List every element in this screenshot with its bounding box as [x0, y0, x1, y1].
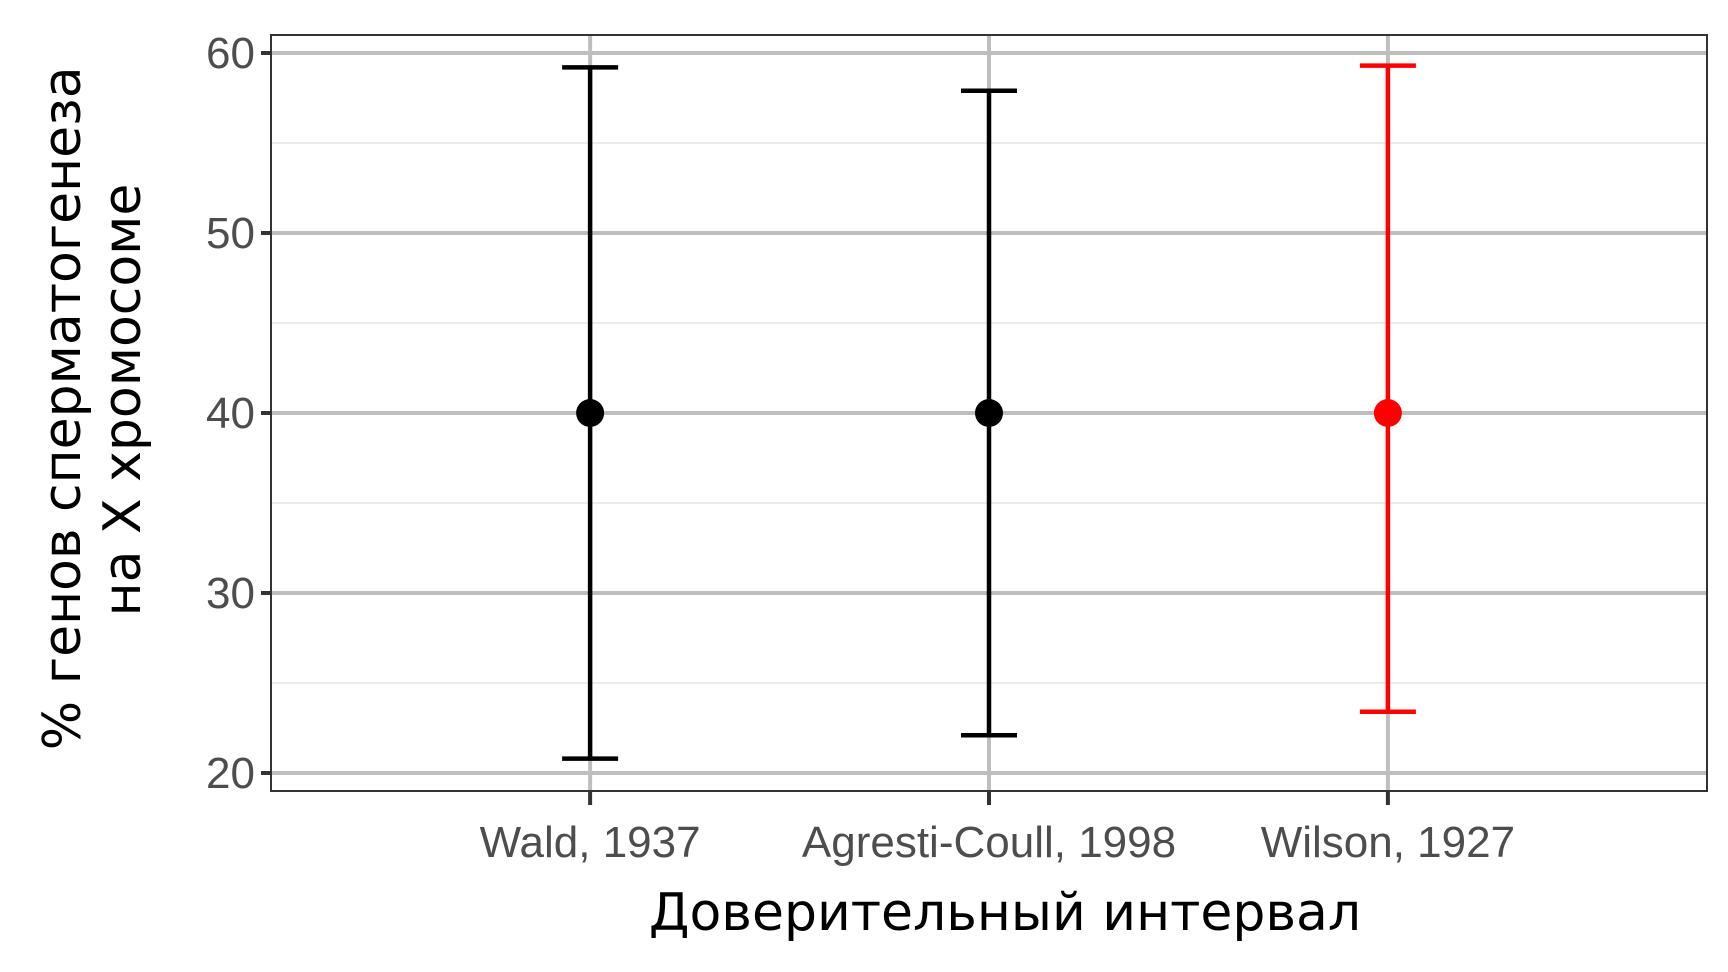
- y-tick-label: 30: [206, 569, 255, 618]
- estimate-point: [1373, 399, 1402, 427]
- y-tick-label: 50: [206, 209, 255, 258]
- y-tick-label: 60: [206, 29, 255, 78]
- x-tick-label: Agresti-Coull, 1998: [802, 818, 1176, 867]
- estimate-point: [576, 399, 605, 427]
- tick-labels: 20 30 40 50 60 Wald, 1937 Agresti-Coull, 1998 W…: [206, 29, 1515, 867]
- y-axis-title: % генов сперматогенеза на X хромосоме: [33, 50, 153, 750]
- x-axis-title: Доверительный интервал: [649, 883, 1361, 943]
- errorbar-marks: [562, 63, 1416, 761]
- y-tick-label: 20: [206, 749, 255, 798]
- y-axis-title-line-1: % генов сперматогенеза: [33, 66, 93, 750]
- axis-ticks: [261, 51, 1390, 805]
- x-tick-label: Wald, 1937: [480, 818, 701, 867]
- y-axis-title-line-2: на X хромосоме: [93, 184, 153, 617]
- y-tick-label: 40: [206, 389, 255, 438]
- x-tick-label: Wilson, 1927: [1261, 818, 1515, 867]
- estimate-point: [975, 399, 1003, 427]
